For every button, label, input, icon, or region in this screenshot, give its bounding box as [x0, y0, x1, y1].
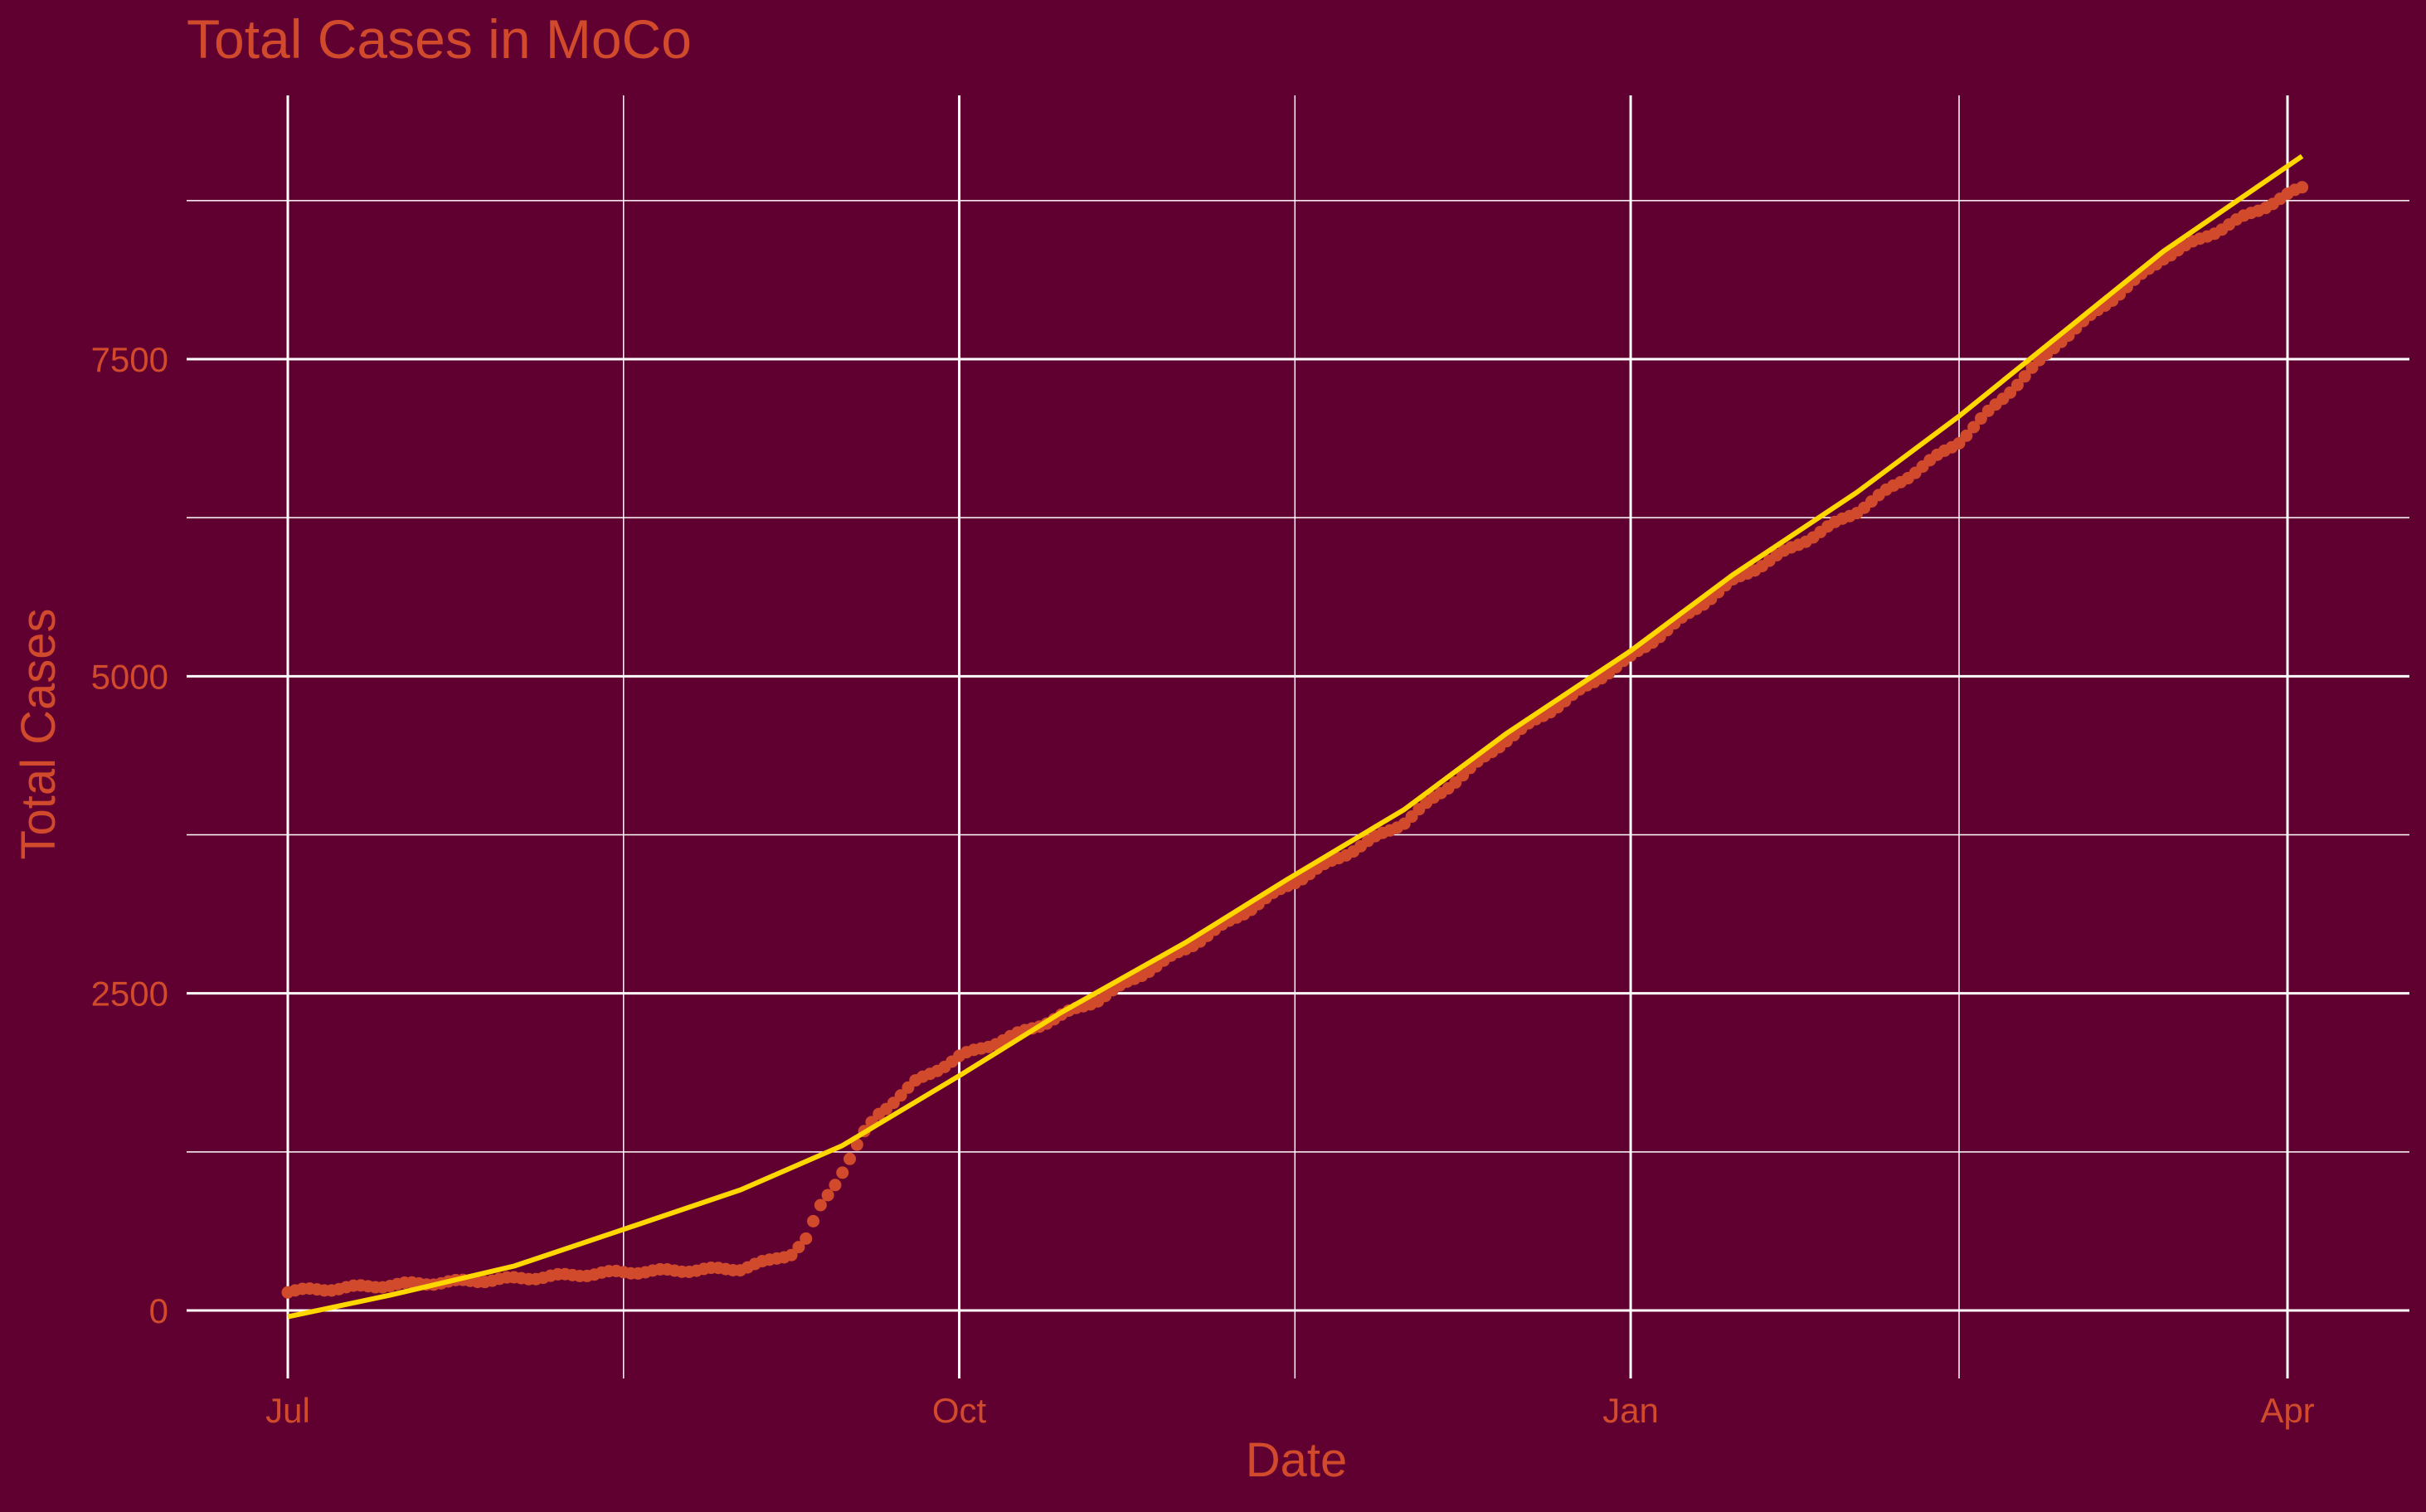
data-point — [844, 1152, 857, 1165]
x-tick-label: Jul — [265, 1391, 310, 1430]
data-point — [814, 1198, 827, 1212]
y-tick-label: 7500 — [91, 340, 168, 379]
data-point — [2296, 181, 2309, 194]
x-tick-label: Apr — [2260, 1391, 2314, 1430]
data-point — [894, 1089, 907, 1102]
y-tick-labels: 0 2500 5000 7500 — [91, 340, 168, 1330]
data-point — [1960, 429, 1973, 442]
x-axis-label: Date — [1246, 1433, 1348, 1487]
minor-grid — [187, 95, 2409, 1378]
data-point — [807, 1214, 820, 1228]
y-tick-label: 0 — [149, 1291, 168, 1330]
x-tick-label: Oct — [932, 1391, 987, 1430]
trend-line — [287, 153, 2304, 1320]
data-point — [2010, 378, 2024, 391]
data-point — [829, 1179, 842, 1192]
y-tick-label: 2500 — [91, 975, 168, 1014]
data-point — [2018, 370, 2031, 383]
chart-title: Total Cases in MoCo — [187, 8, 692, 70]
trend-line-layer — [287, 153, 2304, 1320]
x-tick-labels: Jul Oct Jan Apr — [265, 1391, 2315, 1430]
data-point — [792, 1241, 805, 1254]
y-tick-label: 5000 — [91, 657, 168, 696]
data-point — [785, 1248, 798, 1262]
y-axis-label: Total Cases — [12, 608, 66, 859]
data-point — [821, 1189, 834, 1202]
x-tick-label: Jan — [1602, 1391, 1659, 1430]
data-point — [1967, 421, 1981, 434]
data-point — [800, 1232, 813, 1245]
data-point — [836, 1166, 849, 1179]
